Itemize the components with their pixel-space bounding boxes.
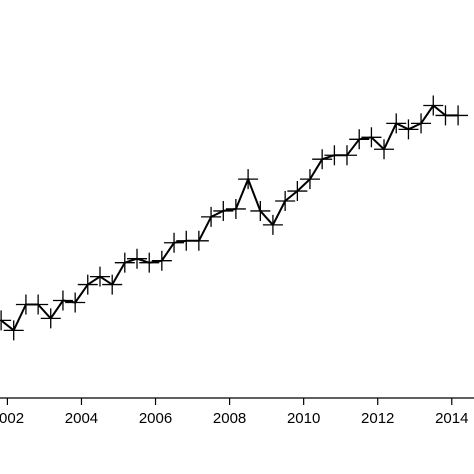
- x-axis-ticks: [6, 398, 453, 405]
- x-tick-label: 2014: [435, 410, 468, 427]
- series-group: [0, 95, 469, 341]
- data-point-marker: [40, 308, 61, 329]
- data-point-marker: [77, 274, 98, 295]
- data-point-marker: [28, 294, 49, 315]
- x-tick-label: 2010: [287, 410, 320, 427]
- data-point-marker: [151, 250, 172, 271]
- x-tick-label: 2006: [139, 410, 172, 427]
- data-point-marker: [374, 139, 395, 160]
- data-point-marker: [127, 248, 148, 269]
- data-point-marker: [65, 292, 86, 313]
- series-line-0: [0, 104, 459, 332]
- data-point-marker: [201, 206, 222, 227]
- data-point-marker: [225, 198, 246, 219]
- x-tick-label: 2002: [0, 410, 24, 427]
- data-point-marker: [448, 105, 469, 126]
- data-point-marker: [52, 290, 73, 311]
- data-point-marker: [250, 200, 271, 221]
- data-point-marker: [139, 252, 160, 273]
- data-point-marker: [213, 200, 234, 221]
- data-point-marker: [349, 129, 370, 150]
- data-point-marker: [361, 127, 382, 148]
- data-point-marker: [164, 232, 185, 253]
- data-point-marker: [114, 252, 135, 273]
- data-point-marker: [262, 214, 283, 235]
- x-axis-tick-labels: 2002 2004 2006 2008 2010 2012 2014: [0, 410, 468, 427]
- data-point-marker: [398, 119, 419, 140]
- data-point-marker: [423, 95, 444, 116]
- data-point-marker: [299, 169, 320, 190]
- data-point-marker: [411, 113, 432, 134]
- data-point-marker: [287, 181, 308, 202]
- data-point-marker: [102, 274, 123, 295]
- data-point-marker: [275, 190, 296, 211]
- x-tick-label: 2004: [65, 410, 98, 427]
- x-tick-label: 2012: [361, 410, 394, 427]
- data-point-marker: [312, 149, 333, 170]
- data-point-marker: [0, 310, 12, 331]
- data-point-marker: [89, 266, 110, 287]
- data-point-marker: [188, 230, 209, 251]
- data-point-marker: [3, 320, 24, 341]
- x-tick-label: 2008: [213, 410, 246, 427]
- data-point-marker: [386, 113, 407, 134]
- data-point-marker: [238, 169, 259, 190]
- data-point-marker: [336, 145, 357, 166]
